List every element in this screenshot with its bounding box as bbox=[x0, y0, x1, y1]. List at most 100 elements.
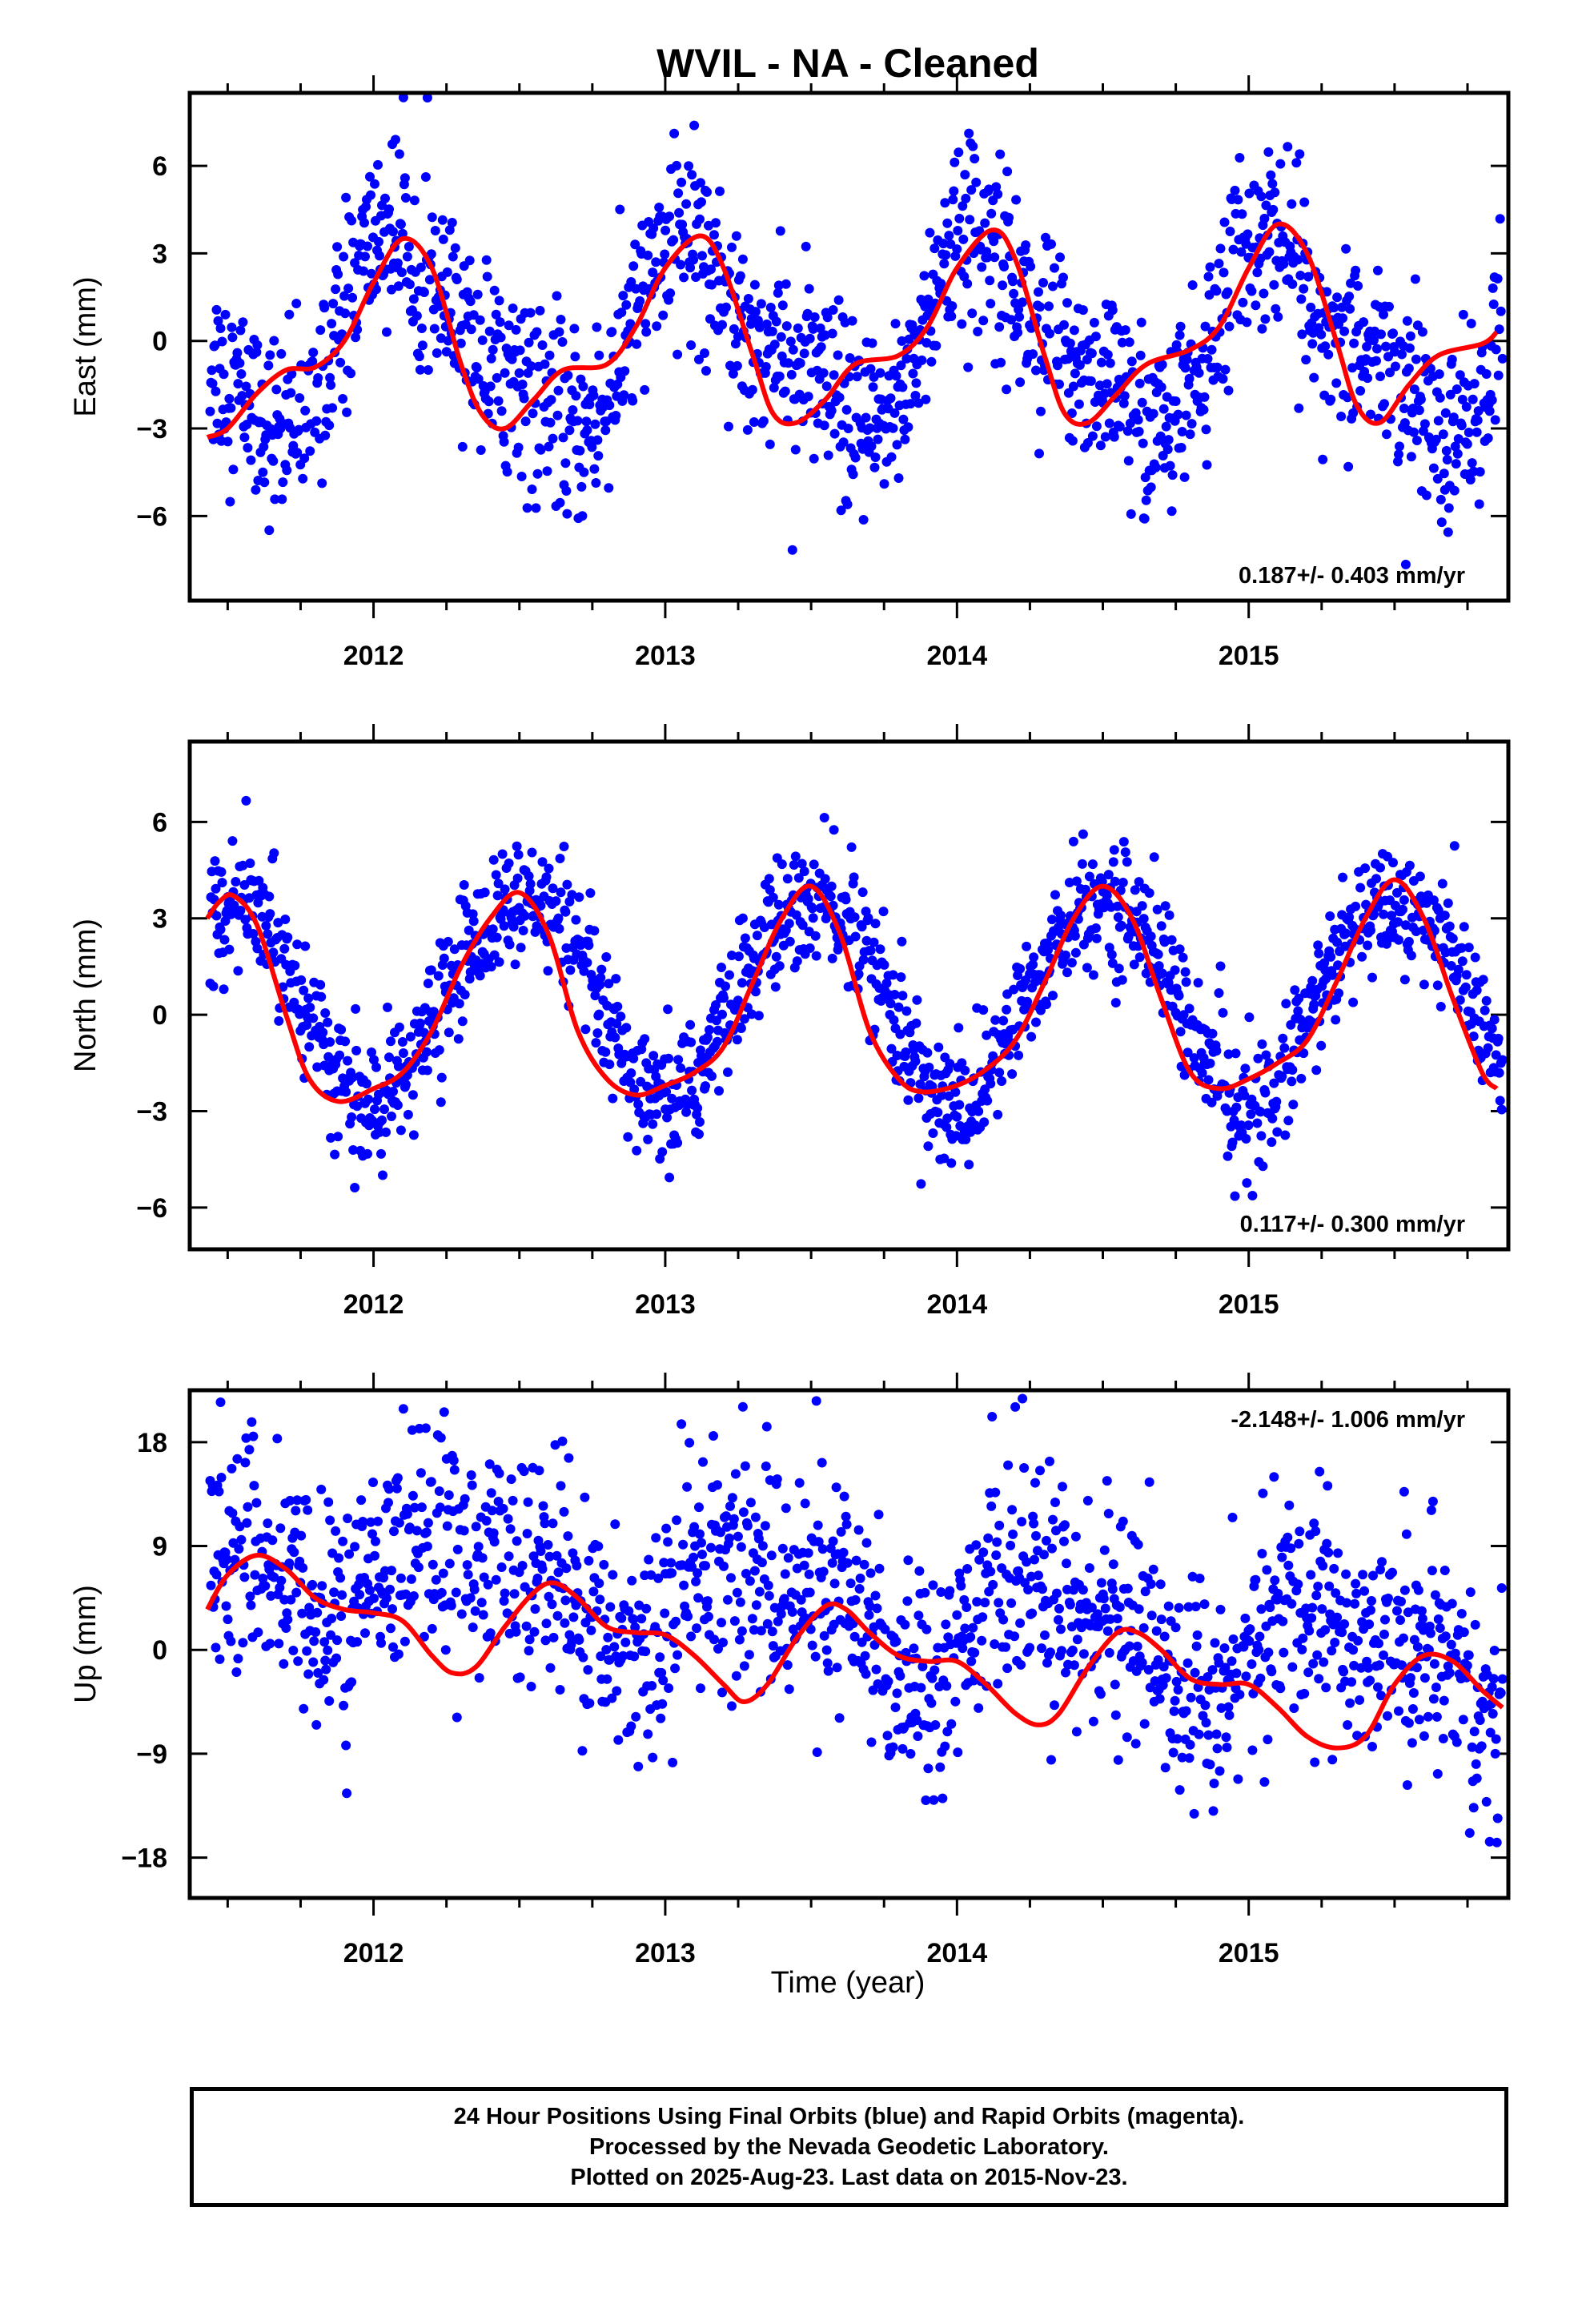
data-point bbox=[1405, 1673, 1415, 1683]
data-point bbox=[552, 291, 562, 301]
data-point bbox=[703, 1596, 713, 1606]
data-point bbox=[678, 1539, 689, 1550]
data-point bbox=[858, 515, 869, 525]
data-point bbox=[382, 327, 391, 337]
data-point bbox=[630, 1622, 640, 1632]
data-point bbox=[919, 271, 930, 281]
footer-line-2: Processed by the Nevada Geodetic Laborat… bbox=[589, 2134, 1109, 2160]
data-point bbox=[773, 1616, 783, 1626]
data-point bbox=[1069, 1660, 1079, 1671]
data-point bbox=[958, 1643, 968, 1654]
data-point bbox=[978, 1005, 989, 1015]
data-point bbox=[842, 499, 853, 509]
data-point bbox=[799, 348, 809, 359]
data-point bbox=[285, 1495, 295, 1506]
data-point bbox=[555, 1685, 565, 1695]
data-point bbox=[917, 1662, 928, 1671]
data-point bbox=[393, 281, 404, 292]
data-point bbox=[1453, 964, 1464, 975]
data-point bbox=[959, 1594, 970, 1605]
data-point bbox=[1419, 1731, 1429, 1741]
data-point bbox=[548, 883, 558, 894]
data-point bbox=[1132, 1641, 1142, 1651]
data-point bbox=[982, 1096, 993, 1106]
data-point bbox=[344, 1549, 355, 1559]
data-point bbox=[769, 1602, 780, 1613]
data-point bbox=[268, 947, 279, 958]
data-point bbox=[1449, 841, 1460, 851]
data-point bbox=[263, 360, 274, 371]
data-point bbox=[1069, 325, 1079, 336]
data-point bbox=[1298, 1633, 1308, 1643]
data-point bbox=[813, 1520, 823, 1530]
data-point bbox=[1086, 376, 1096, 386]
data-point bbox=[1488, 283, 1498, 293]
data-point bbox=[861, 1669, 871, 1679]
data-point bbox=[767, 326, 777, 336]
data-point bbox=[1331, 378, 1342, 388]
data-point bbox=[788, 344, 798, 355]
data-point bbox=[1080, 884, 1090, 895]
data-point bbox=[524, 337, 534, 348]
data-point bbox=[350, 1542, 360, 1552]
data-point bbox=[383, 1498, 393, 1508]
data-point bbox=[1431, 434, 1441, 444]
data-point bbox=[851, 1555, 861, 1566]
data-point bbox=[252, 943, 263, 954]
data-point bbox=[732, 360, 742, 371]
data-point bbox=[795, 358, 805, 368]
data-point bbox=[1160, 1763, 1170, 1773]
data-point bbox=[491, 1574, 501, 1585]
data-point bbox=[429, 324, 440, 334]
data-point bbox=[260, 1581, 271, 1591]
data-point bbox=[850, 1594, 861, 1605]
data-point bbox=[1376, 329, 1386, 340]
data-point bbox=[864, 1610, 874, 1620]
data-point bbox=[365, 171, 375, 182]
data-point bbox=[1336, 412, 1347, 421]
data-point bbox=[530, 1604, 540, 1614]
data-point bbox=[1299, 197, 1310, 207]
data-point bbox=[419, 287, 429, 297]
data-point bbox=[781, 1503, 791, 1514]
data-point bbox=[1199, 392, 1210, 402]
data-point bbox=[977, 262, 987, 272]
data-point bbox=[1383, 851, 1392, 862]
data-point bbox=[1112, 901, 1122, 911]
data-point bbox=[556, 1481, 566, 1491]
data-point bbox=[1343, 461, 1354, 472]
data-point bbox=[648, 223, 659, 233]
data-point bbox=[1428, 463, 1439, 473]
data-point bbox=[753, 1011, 764, 1021]
data-point bbox=[212, 418, 223, 428]
data-point bbox=[804, 283, 814, 294]
data-point bbox=[1078, 829, 1088, 839]
data-point bbox=[770, 982, 781, 992]
data-point bbox=[389, 1526, 399, 1537]
data-point bbox=[896, 972, 906, 983]
data-point bbox=[853, 969, 864, 979]
data-point bbox=[223, 1614, 233, 1625]
data-point bbox=[1299, 1048, 1309, 1059]
data-point bbox=[233, 1654, 243, 1664]
data-point bbox=[752, 931, 762, 941]
data-point bbox=[392, 1100, 403, 1110]
data-point bbox=[989, 236, 999, 247]
data-point bbox=[1266, 170, 1276, 180]
data-point bbox=[958, 234, 969, 244]
data-point bbox=[1205, 262, 1215, 272]
data-point bbox=[1116, 920, 1126, 931]
data-point bbox=[509, 1589, 520, 1599]
data-point bbox=[1433, 416, 1443, 426]
data-point bbox=[1155, 1579, 1166, 1590]
data-point bbox=[1062, 1558, 1071, 1569]
data-point bbox=[340, 308, 351, 319]
data-point bbox=[1102, 891, 1112, 901]
data-point bbox=[1146, 1610, 1157, 1621]
data-point bbox=[849, 912, 860, 923]
data-point bbox=[593, 451, 604, 461]
data-point bbox=[220, 309, 231, 320]
data-point bbox=[279, 943, 290, 954]
data-point bbox=[643, 1134, 653, 1144]
data-point bbox=[459, 880, 469, 890]
